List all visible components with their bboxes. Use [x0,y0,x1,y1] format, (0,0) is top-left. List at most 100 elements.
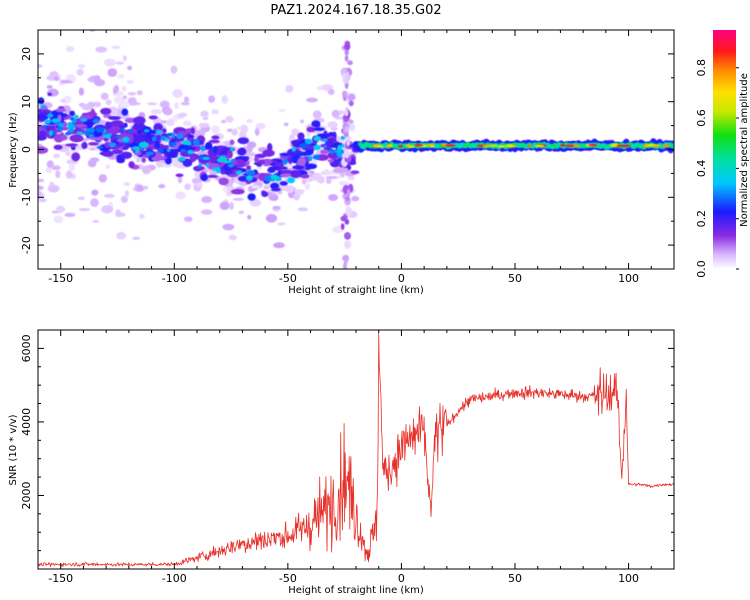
spectrogram-blob [107,115,121,121]
spectrogram-blob [96,146,104,149]
spectrogram-blob [120,127,125,132]
spectrogram-blob [147,102,158,106]
spectrogram-blob [213,146,218,154]
spectrogram-blob [247,214,252,220]
spectrogram-blob [247,193,256,201]
spectrogram-blob [616,144,622,148]
spectrogram-blob [279,173,292,178]
spectrogram-blob [116,231,127,240]
spectrogram-blob [141,157,146,163]
spectrogram-blob [91,189,99,196]
spectrogram-blob [77,63,86,69]
spectrogram-blob [343,132,349,138]
spectrogram-blob [320,149,329,155]
spectrogram-blob [155,130,162,135]
spectrogram-blob [344,125,349,133]
spectrogram-blob [205,141,213,150]
spectrogram-blob [46,85,53,89]
spectrogram-blob [344,218,350,225]
spectrogram-blob [136,184,144,192]
spectrogram-blob [246,152,257,157]
spectrogram-blob [69,110,76,117]
spectrogram-blob [154,141,161,149]
spectrogram-blob [306,131,312,138]
spectrogram-blob [170,65,178,74]
spectrogram-blob [87,128,95,133]
spectrogram-image [38,22,674,269]
spectrogram-blob [293,192,301,201]
spectrogram-blob [94,78,106,87]
spectrogram-blob [148,115,158,120]
spectrogram-blob [345,206,352,217]
spectrogram-blob [311,120,321,128]
snr-x-tick-label: -50 [279,572,297,585]
spectrogram-blob [132,236,141,240]
spectrogram-blob [446,144,456,147]
snr-ticks: -150 -100 -50 0 50 100 2000 4000 6000 [20,329,675,585]
spectrogram-blob [98,174,108,183]
spectrogram-blob [343,167,349,174]
spectrogram-blob [200,145,205,152]
spectrogram-blob [201,156,210,161]
snr-series-line [38,332,674,568]
spectrogram-blob [38,130,47,140]
spectrogram-blob [175,191,186,200]
spectrogram-blob [311,172,323,182]
spectrogram-blob [80,118,88,122]
spectrogram-blob [155,134,162,141]
spectrogram-blob [95,46,108,53]
spectrogram-blob [135,147,139,154]
spectrogram-blob [343,261,347,269]
spectrogram-blob [348,123,356,132]
spectrogram-blob [166,149,171,152]
spectrogram-blob [111,148,124,155]
spectrogram-blob [221,95,228,104]
spectrogram-blob [111,45,121,50]
spectrogram-blob [186,141,192,146]
spectrogram-blob [119,101,130,109]
spectrogram-blob [90,108,96,118]
spectrogram-blob [38,185,44,191]
spectrogram-blob [53,215,63,224]
spectrogram-y-tick-label: -10 [20,188,33,206]
colorbar-tick-label: 0.0 [695,260,708,278]
spectrogram-blob [331,109,340,118]
spectrogram-blob [207,153,218,163]
spectrogram-blob [262,149,275,157]
spectrogram-blob [67,121,73,128]
spectrogram-blob [46,160,54,168]
spectrogram-blob [40,104,46,109]
spectrogram-blob [267,167,276,174]
spectrogram-blob [108,146,120,150]
spectrogram-y-tick-label: 20 [20,47,33,61]
spectrogram-blob [177,176,183,184]
spectrogram-blob [291,146,296,152]
spectrogram-blob [228,173,239,177]
spectrogram-blob [297,156,307,166]
spectrogram-blob [139,213,145,219]
spectrogram-blob [116,129,130,134]
spectrogram-blob [300,119,305,124]
spectrogram-blob [65,170,73,179]
spectrogram-blob [316,85,324,91]
snr-x-tick-label: -150 [48,572,73,585]
spectrogram-blob [143,129,150,133]
spectrogram-blob [55,205,66,213]
spectrogram-x-tick-label: 0 [398,272,405,285]
spectrogram-blob [81,141,88,150]
spectrogram-blob [68,163,75,172]
spectrogram-blob [245,174,254,181]
spectrogram-blob [230,147,234,151]
spectrogram-blob [208,139,220,144]
spectrogram-blob [44,119,52,124]
spectrogram-blob [344,232,351,240]
spectrogram-blob [120,151,133,159]
spectrogram-blob [327,88,335,96]
spectrogram-blob [337,144,342,152]
spectrogram-blob [145,22,150,30]
spectrogram-blob [60,79,72,84]
snr-panel: -150 -100 -50 0 50 100 2000 4000 6000 Height of … [8,329,675,596]
spectrogram-blob [292,165,305,170]
spectrogram-blob [171,132,175,139]
